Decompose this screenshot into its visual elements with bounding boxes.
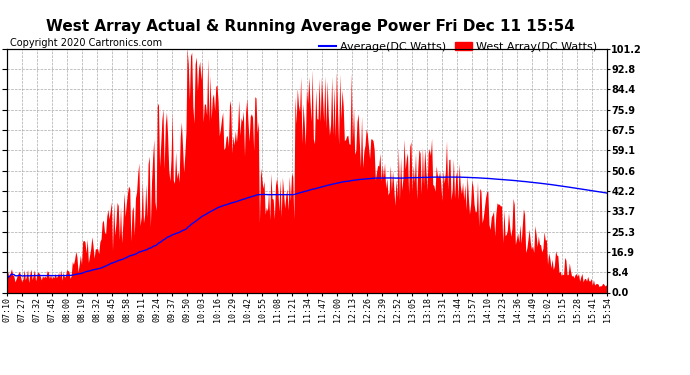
Text: Copyright 2020 Cartronics.com: Copyright 2020 Cartronics.com <box>10 38 162 48</box>
Legend: Average(DC Watts), West Array(DC Watts): Average(DC Watts), West Array(DC Watts) <box>315 37 602 56</box>
Text: West Array Actual & Running Average Power Fri Dec 11 15:54: West Array Actual & Running Average Powe… <box>46 19 575 34</box>
